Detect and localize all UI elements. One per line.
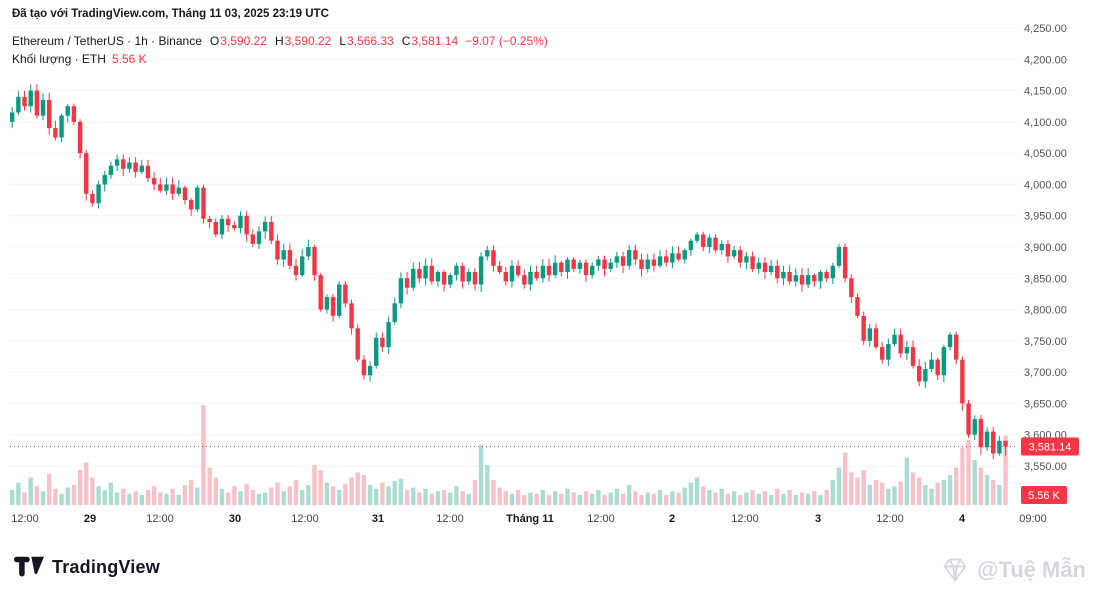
svg-text:12:00: 12:00 (876, 513, 904, 525)
attribution-text: Đã tạo với TradingView.com, Tháng 11 03,… (12, 8, 329, 20)
ohlc-high-label: H (274, 34, 284, 48)
grid-layer (10, 27, 1018, 467)
svg-text:12:00: 12:00 (731, 513, 759, 525)
svg-text:31: 31 (372, 513, 384, 525)
tradingview-wordmark: TradingView (52, 556, 160, 577)
svg-text:4: 4 (959, 513, 966, 525)
svg-text:30: 30 (229, 513, 241, 525)
symbol-legend[interactable]: Ethereum / TetherUS · 1h · Binance O 3,5… (12, 34, 548, 48)
price-axis[interactable]: 4,250.00 4,200.00 4,150.00 4,100.00 4,050.00… (1024, 23, 1067, 473)
svg-text:4,050.00: 4,050.00 (1024, 148, 1067, 160)
candles-layer[interactable] (10, 84, 1008, 459)
svg-text:4,100.00: 4,100.00 (1024, 117, 1067, 129)
svg-text:5.56 K: 5.56 K (1028, 490, 1060, 502)
svg-text:12:00: 12:00 (291, 513, 319, 525)
time-axis[interactable]: 12:00 29 12:00 30 12:00 31 12:00 Tháng 11 12:00 2… (11, 513, 1047, 525)
svg-text:3,950.00: 3,950.00 (1024, 211, 1067, 223)
svg-text:4,200.00: 4,200.00 (1024, 54, 1067, 66)
ohlc-close-label: C (401, 34, 411, 48)
author-watermark: @Tuệ Mẫn (941, 556, 1086, 584)
tradingview-logo[interactable]: TradingView (14, 554, 160, 580)
tradingview-logo-icon (14, 554, 44, 580)
volume-legend-value: 5.56 K (111, 52, 147, 66)
svg-text:3: 3 (815, 513, 821, 525)
svg-text:2: 2 (669, 513, 675, 525)
ohlc-close-value: 3,581.14 (411, 34, 459, 48)
gem-icon (941, 556, 969, 584)
svg-text:Tháng 11: Tháng 11 (506, 513, 554, 525)
svg-text:12:00: 12:00 (11, 513, 39, 525)
svg-text:3,800.00: 3,800.00 (1024, 305, 1067, 317)
symbol-title[interactable]: Ethereum / TetherUS · 1h · Binance (12, 34, 202, 48)
svg-text:29: 29 (84, 513, 96, 525)
svg-text:3,700.00: 3,700.00 (1024, 367, 1067, 379)
svg-text:3,581.14: 3,581.14 (1029, 442, 1072, 454)
svg-text:3,650.00: 3,650.00 (1024, 398, 1067, 410)
ohlc-high-value: 3,590.22 (284, 34, 332, 48)
ohlc-low-label: L (339, 34, 347, 48)
svg-text:4,250.00: 4,250.00 (1024, 23, 1067, 35)
volume-legend-label: Khối lượng · ETH (12, 52, 106, 66)
svg-text:09:00: 09:00 (1019, 513, 1047, 525)
last-price-badge[interactable]: 3,581.14 (1021, 437, 1079, 456)
ohlc-open-value: 3,590.22 (220, 34, 267, 48)
svg-text:4,000.00: 4,000.00 (1024, 179, 1067, 191)
ohlc-low-value: 3,566.33 (347, 34, 394, 48)
ohlc-open-label: O (209, 34, 220, 48)
svg-text:3,900.00: 3,900.00 (1024, 242, 1067, 254)
watermark-text: @Tuệ Mẫn (976, 557, 1086, 582)
svg-text:12:00: 12:00 (436, 513, 464, 525)
svg-text:4,150.00: 4,150.00 (1024, 86, 1067, 98)
price-change-value: −9.07 (−0.25%) (465, 34, 548, 48)
svg-text:3,550.00: 3,550.00 (1024, 461, 1067, 473)
svg-text:12:00: 12:00 (146, 513, 174, 525)
svg-text:12:00: 12:00 (587, 513, 615, 525)
volume-layer (10, 405, 1008, 505)
svg-text:3,750.00: 3,750.00 (1024, 336, 1067, 348)
svg-text:3,850.00: 3,850.00 (1024, 273, 1067, 285)
volume-legend[interactable]: Khối lượng · ETH 5.56 K (12, 52, 147, 66)
volume-badge[interactable]: 5.56 K (1021, 486, 1067, 504)
